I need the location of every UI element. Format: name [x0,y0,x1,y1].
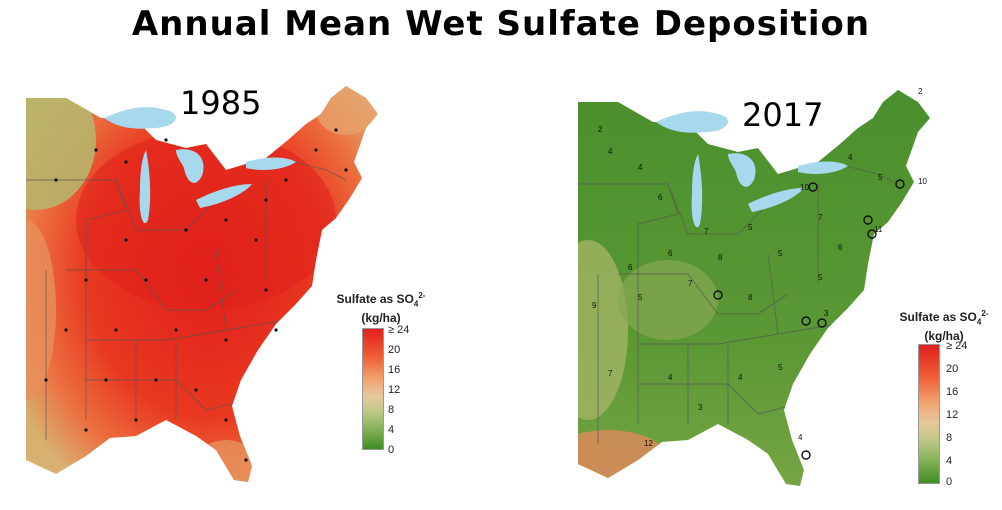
svg-text:5: 5 [878,173,883,182]
lake-michigan [139,150,151,224]
legend-1985-tick-24: ≥ 24 [388,324,410,336]
lake-michigan-2017 [691,154,703,228]
map-2017: 2 4 4 6 7 5 5 8 6 6 9 5 7 8 5 6 11 7 10 … [578,80,948,510]
legend-1985-colorbar [362,328,384,450]
svg-text:6: 6 [668,249,673,258]
legend-1985-tick-20: 20 [388,344,401,356]
lake-superior [104,107,176,129]
svg-text:6: 6 [658,193,663,202]
legend-2017-tick-12: 12 [946,409,959,421]
map-2017-year: 2017 [742,96,824,134]
svg-text:8: 8 [718,253,723,262]
lake-ontario [246,157,296,170]
svg-text:6: 6 [628,263,633,272]
site-values-2017: 2 4 4 6 7 5 5 8 6 6 9 5 7 8 5 6 11 7 10 … [592,87,927,448]
svg-text:8: 8 [748,293,753,302]
legend-1985-tick-12: 12 [388,384,401,396]
lake-huron-2017 [728,153,756,187]
page-title: Annual Mean Wet Sulfate Deposition [131,4,871,44]
svg-text:3: 3 [824,309,829,318]
lake-ontario-2017 [798,161,848,174]
svg-text:4: 4 [798,433,803,442]
lake-erie-2017 [748,188,804,212]
legend-1985-tick-16: 16 [388,364,401,376]
svg-text:10: 10 [918,177,927,186]
map-1985-svg [26,86,378,482]
legend-2017-tick-0: 0 [946,476,953,488]
svg-text:7: 7 [818,213,823,222]
svg-text:4: 4 [638,163,643,172]
site-dots-1985 [44,128,348,462]
legend-2017-tick-24: ≥ 24 [946,340,968,352]
legend-2017-colorbar [918,344,940,484]
svg-text:6: 6 [838,243,843,252]
legend-1985-tick-0: 0 [388,444,395,456]
map-1985-year: 1985 [180,84,262,122]
svg-text:2: 2 [918,87,923,96]
svg-text:5: 5 [748,223,753,232]
map-1985 [26,80,386,510]
lake-huron [176,149,204,183]
svg-text:5: 5 [818,273,823,282]
svg-text:12: 12 [644,439,653,448]
svg-text:11: 11 [874,225,883,234]
svg-text:2: 2 [598,125,603,134]
svg-text:7: 7 [704,227,709,236]
legend-2017-tick-20: 20 [946,363,959,375]
legend-2017-tick-4: 4 [946,455,953,467]
lake-superior-2017 [656,111,728,133]
svg-text:10: 10 [800,183,809,192]
legend-1985-title: Sulfate as SO42- (kg/ha) [336,291,426,326]
map-2017-svg: 2 4 4 6 7 5 5 8 6 6 9 5 7 8 5 6 11 7 10 … [578,87,930,486]
svg-text:3: 3 [698,403,703,412]
lake-erie [196,184,252,208]
legend-2017: Sulfate as SO42- (kg/ha) ≥ 24 20 16 12 8 … [888,306,1000,496]
svg-text:4: 4 [608,147,613,156]
svg-text:7: 7 [608,369,613,378]
svg-text:7: 7 [688,279,693,288]
svg-text:4: 4 [668,373,673,382]
svg-text:5: 5 [778,249,783,258]
legend-1985-tick-4: 4 [388,424,395,436]
svg-text:4: 4 [738,373,743,382]
svg-text:9: 9 [592,301,597,310]
legend-1985-tick-8: 8 [388,404,395,416]
legend-2017-tick-16: 16 [946,386,959,398]
site-circles-2017 [713,179,905,460]
svg-text:5: 5 [778,363,783,372]
svg-text:4: 4 [848,153,853,162]
svg-text:5: 5 [638,293,643,302]
legend-1985: Sulfate as SO42- (kg/ha) ≥ 24 20 16 12 8 … [326,288,436,478]
legend-2017-tick-8: 8 [946,432,953,444]
legend-2017-title: Sulfate as SO42- (kg/ha) [899,309,989,344]
